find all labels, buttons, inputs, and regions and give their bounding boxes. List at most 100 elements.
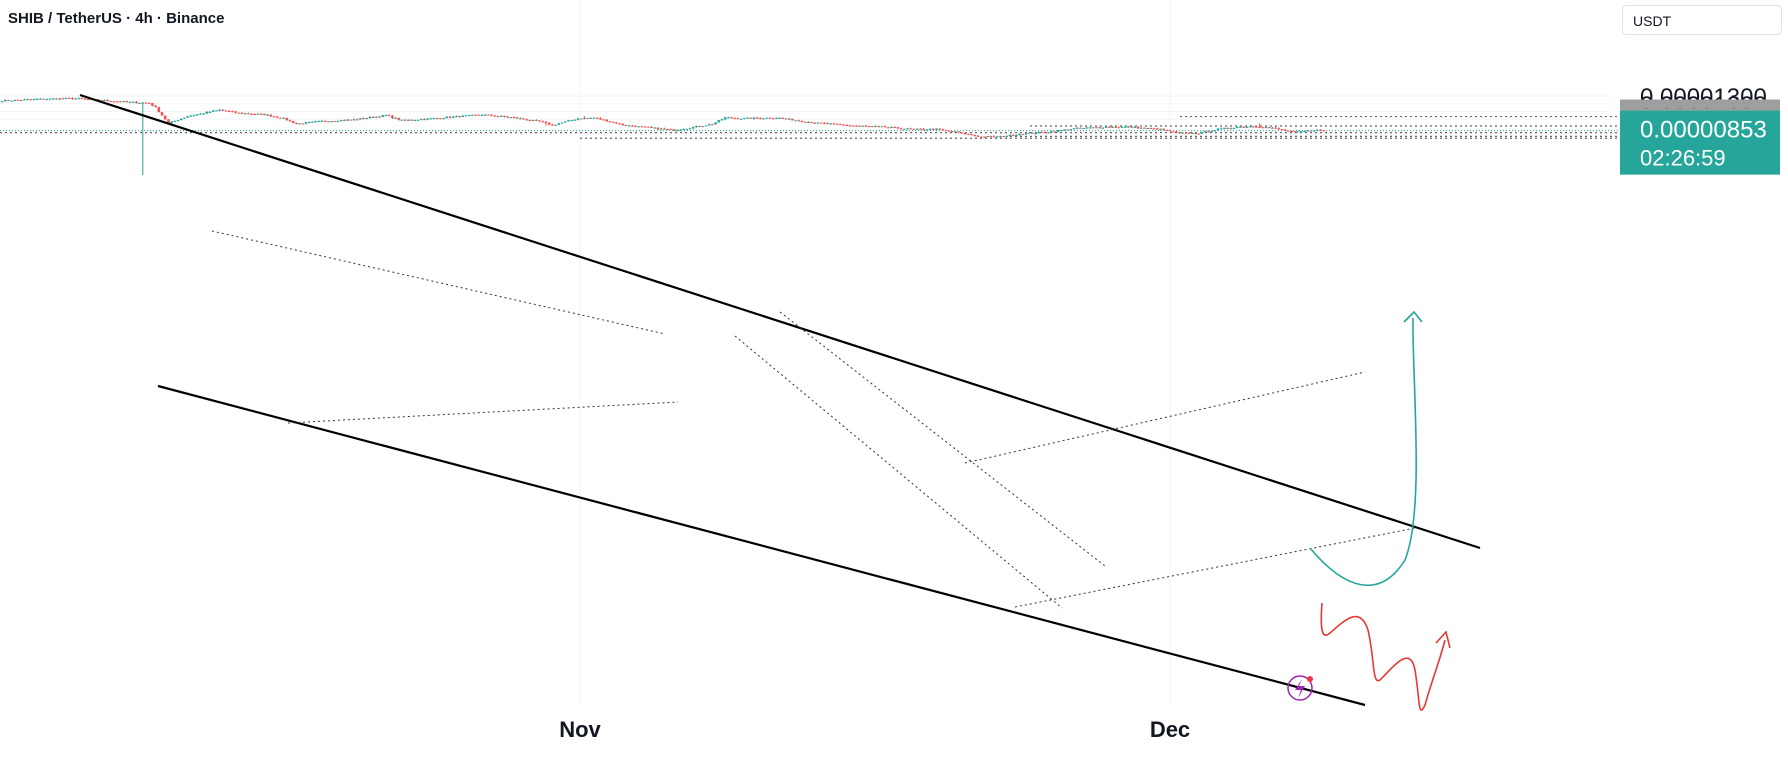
candle-body — [234, 111, 237, 113]
candle-body — [1175, 131, 1178, 133]
candle-body — [167, 119, 170, 123]
candle-body — [1274, 127, 1277, 129]
candle-body — [922, 128, 925, 130]
candle-body — [787, 118, 791, 120]
candle-body — [1008, 134, 1012, 137]
channel-upper-line[interactable] — [79, 93, 1481, 550]
candle-body — [365, 118, 369, 120]
candle-body — [416, 119, 420, 121]
candle-body — [506, 116, 509, 118]
projection-down-arrowhead — [1435, 630, 1451, 649]
candle-body — [1235, 127, 1239, 129]
candle-body — [1290, 130, 1293, 132]
candle-body — [803, 121, 807, 123]
currency-selector[interactable]: USDT — [1622, 5, 1782, 35]
candle-body — [637, 126, 641, 128]
candle-body — [1091, 127, 1095, 129]
trend-dotted-line[interactable] — [734, 335, 1063, 609]
candle-body — [736, 118, 740, 120]
candle-body — [663, 128, 666, 130]
candle-body — [631, 125, 634, 127]
candle-body — [861, 125, 865, 127]
candle-body — [458, 116, 461, 118]
candle-body — [378, 116, 381, 118]
candle-body — [586, 117, 589, 119]
candle-body — [1066, 129, 1069, 131]
candle-body — [1171, 131, 1175, 133]
projection-down-path[interactable] — [1320, 602, 1446, 711]
channel-lower-line[interactable] — [157, 384, 1366, 707]
trend-dotted-line[interactable] — [964, 371, 1366, 464]
candle-body — [714, 122, 717, 125]
candle-body — [77, 98, 81, 100]
candle-body — [311, 121, 314, 123]
candle-body — [938, 128, 941, 130]
candle-body — [906, 128, 909, 130]
candle-body — [541, 121, 545, 123]
candle-body — [157, 107, 161, 113]
candle-body — [1136, 126, 1140, 129]
candle-body — [887, 127, 890, 129]
projection-up-arrowhead — [1403, 310, 1423, 323]
candle-body — [842, 124, 845, 126]
candle-body — [1184, 132, 1188, 134]
candle-body — [1239, 126, 1242, 128]
candle-body — [304, 122, 308, 124]
candle-body — [707, 124, 711, 126]
candle-body — [973, 135, 977, 137]
candle-body — [349, 119, 353, 121]
candle-body — [496, 116, 500, 118]
candle-body — [1159, 128, 1162, 130]
candle-body — [218, 109, 221, 111]
candle-body — [1005, 136, 1009, 138]
candle-body — [451, 116, 455, 118]
candle-body — [909, 128, 913, 130]
candle-body — [791, 118, 794, 121]
candle-body — [1197, 133, 1201, 135]
candle-body — [231, 111, 234, 113]
candle-body — [794, 120, 797, 122]
candle-body — [151, 103, 154, 106]
candle-body — [176, 120, 180, 122]
candle-body — [771, 118, 775, 120]
candle-body — [263, 113, 266, 116]
trend-dotted-line[interactable] — [287, 401, 679, 424]
candle-body — [1133, 126, 1137, 128]
candle-body — [346, 119, 349, 121]
candle-body — [259, 113, 263, 115]
candle-body — [381, 115, 385, 117]
candle-body — [503, 115, 506, 117]
candle-body — [698, 126, 701, 128]
candle-body — [1127, 126, 1130, 128]
candle-body — [61, 98, 65, 100]
trend-dotted-line[interactable] — [211, 230, 666, 335]
candle-body — [960, 132, 964, 134]
candle-body — [704, 125, 708, 127]
candle-body — [23, 99, 26, 101]
candle-body — [675, 130, 679, 132]
candle-body — [1194, 132, 1197, 134]
candle-body — [1203, 131, 1207, 133]
candle-body — [67, 97, 71, 99]
candle-body — [855, 125, 858, 127]
candle-body — [730, 117, 733, 119]
projection-up-path[interactable] — [1309, 317, 1418, 587]
candle-body — [400, 119, 404, 121]
trend-dotted-line[interactable] — [779, 311, 1106, 567]
candle-body — [13, 99, 17, 101]
candle-body — [912, 128, 916, 130]
candle-body — [592, 117, 596, 119]
trend-dotted-line[interactable] — [1014, 527, 1416, 608]
candle-body — [999, 136, 1002, 138]
candle-body — [29, 99, 33, 101]
candle-body — [1165, 129, 1169, 131]
candle-body — [1191, 132, 1194, 134]
candle-body — [979, 136, 983, 138]
lightning-icon[interactable] — [1287, 675, 1313, 701]
candle-body — [647, 126, 650, 128]
candle-body — [695, 126, 698, 128]
candle-body — [1082, 127, 1085, 129]
candle-body — [682, 129, 685, 131]
candle-body — [653, 127, 657, 129]
